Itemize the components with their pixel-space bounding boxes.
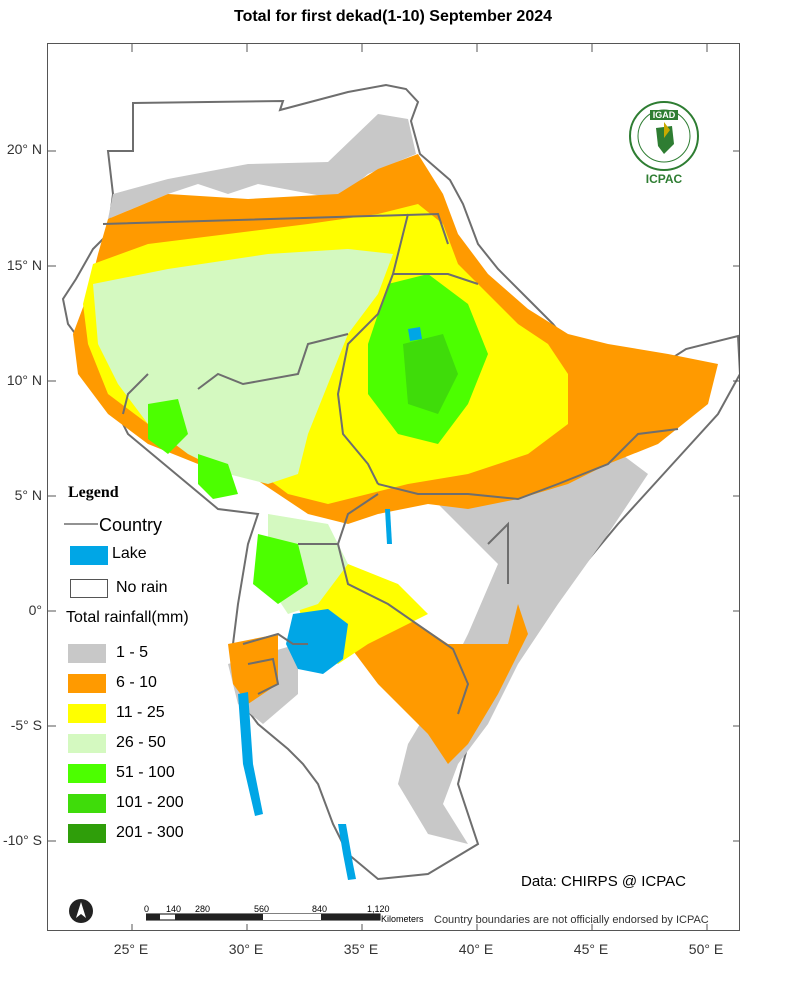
scale-unit: Kilometers bbox=[381, 914, 424, 924]
scale-tick: 840 bbox=[312, 904, 328, 914]
igad-emblem-icon bbox=[629, 101, 699, 171]
scale-tick: 560 bbox=[254, 904, 270, 914]
lat-label: -5° S bbox=[10, 717, 42, 733]
scale-tick: 0 bbox=[144, 904, 150, 914]
logo-top-text: IGAD bbox=[652, 110, 676, 120]
scale-tick: 1,120 bbox=[367, 904, 390, 914]
lat-label: -10° S bbox=[2, 832, 42, 848]
legend-norain-label: No rain bbox=[116, 579, 168, 596]
rain-class-51-100 bbox=[253, 534, 308, 604]
boundary-disclaimer: Country boundaries are not officially en… bbox=[434, 914, 709, 926]
class-swatch bbox=[68, 704, 106, 723]
class-label: 1 - 5 bbox=[116, 644, 149, 661]
rain-class-1-5 bbox=[108, 114, 416, 219]
north-arrow-icon bbox=[69, 899, 93, 923]
class-swatch bbox=[68, 794, 106, 813]
frame-ticks bbox=[48, 44, 739, 930]
rain-class-101-200 bbox=[403, 334, 458, 414]
class-label: 11 - 25 bbox=[116, 704, 165, 721]
lake-malawi bbox=[338, 824, 356, 880]
legend-heading: Legend bbox=[68, 484, 119, 501]
country-line-icon bbox=[64, 523, 98, 525]
map-title: Total for first dekad(1-10) September 20… bbox=[233, 8, 553, 25]
class-label: 26 - 50 bbox=[116, 734, 166, 751]
class-label: 51 - 100 bbox=[116, 764, 175, 781]
legend-country-label: Country bbox=[99, 515, 163, 535]
lake-tana bbox=[408, 327, 422, 341]
lake-tanganyika bbox=[238, 692, 263, 816]
lake-swatch bbox=[70, 546, 108, 565]
class-label: 6 - 10 bbox=[116, 674, 157, 691]
rain-class-51-100 bbox=[198, 454, 238, 499]
class-swatch bbox=[68, 674, 106, 693]
igad-icpac-logo: IGAD ICPAC bbox=[628, 100, 700, 188]
lon-label: 45° E bbox=[573, 941, 609, 957]
class-label: 101 - 200 bbox=[116, 794, 184, 811]
class-swatch bbox=[68, 644, 106, 663]
class-swatch bbox=[68, 764, 106, 783]
lat-label: 15° N bbox=[6, 257, 42, 273]
lat-label: 20° N bbox=[6, 141, 42, 157]
lake-victoria bbox=[286, 609, 348, 674]
class-swatch bbox=[68, 824, 106, 843]
rain-class-6-10 bbox=[228, 634, 278, 704]
norain-swatch bbox=[70, 579, 108, 598]
scale-bar bbox=[146, 913, 381, 921]
legend-lake-label: Lake bbox=[112, 545, 147, 562]
legend-total-label: Total rainfall(mm) bbox=[66, 609, 189, 626]
lat-label: 5° N bbox=[14, 487, 42, 503]
lon-label: 50° E bbox=[688, 941, 724, 957]
lon-label: 35° E bbox=[343, 941, 379, 957]
rain-class-51-100 bbox=[148, 399, 188, 454]
map-canvas bbox=[61, 83, 739, 881]
class-label: 201 - 300 bbox=[116, 824, 184, 841]
logo-bottom-text: ICPAC bbox=[645, 172, 683, 186]
lat-label: 10° N bbox=[6, 372, 42, 388]
lon-label: 40° E bbox=[458, 941, 494, 957]
lon-label: 30° E bbox=[228, 941, 264, 957]
lat-label: 0° bbox=[28, 602, 42, 618]
lake-turkana bbox=[385, 509, 392, 544]
data-credit: Data: CHIRPS @ ICPAC bbox=[521, 873, 686, 890]
lon-label: 25° E bbox=[113, 941, 149, 957]
map-frame bbox=[47, 43, 740, 931]
scale-tick: 140 bbox=[166, 904, 182, 914]
country-boundaries bbox=[102, 212, 679, 715]
class-swatch bbox=[68, 734, 106, 753]
scale-tick: 280 bbox=[195, 904, 211, 914]
